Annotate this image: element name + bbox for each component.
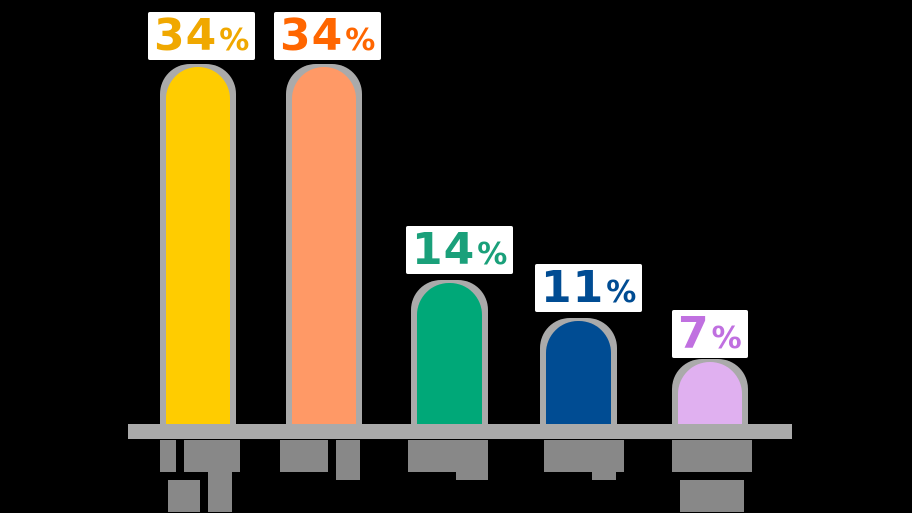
value-label-1: 34%	[148, 10, 256, 61]
percent-sign: %	[345, 23, 376, 58]
x-axis-baseline	[128, 424, 792, 439]
category-label-5	[672, 440, 752, 512]
bar-4	[546, 321, 611, 424]
value-number: 7	[678, 308, 710, 359]
category-label-3	[408, 440, 488, 480]
value-number: 34	[280, 10, 344, 61]
value-label-2: 34%	[274, 10, 382, 61]
category-label-1	[160, 440, 240, 512]
category-label-4	[544, 440, 624, 480]
value-number: 14	[412, 224, 476, 275]
percent-sign: %	[477, 237, 508, 272]
value-label-4: 11%	[535, 262, 643, 313]
value-number: 11	[541, 262, 605, 313]
bar-5	[678, 362, 742, 424]
bar-3	[417, 283, 482, 424]
value-label-5: 7%	[672, 310, 748, 358]
percent-sign: %	[711, 321, 742, 356]
category-label-2	[280, 440, 360, 480]
percent-sign: %	[606, 275, 637, 310]
value-label-3: 14%	[406, 224, 514, 275]
percent-sign: %	[219, 23, 250, 58]
bar-2	[292, 67, 356, 424]
bar-1	[166, 67, 230, 424]
value-number: 34	[154, 10, 218, 61]
